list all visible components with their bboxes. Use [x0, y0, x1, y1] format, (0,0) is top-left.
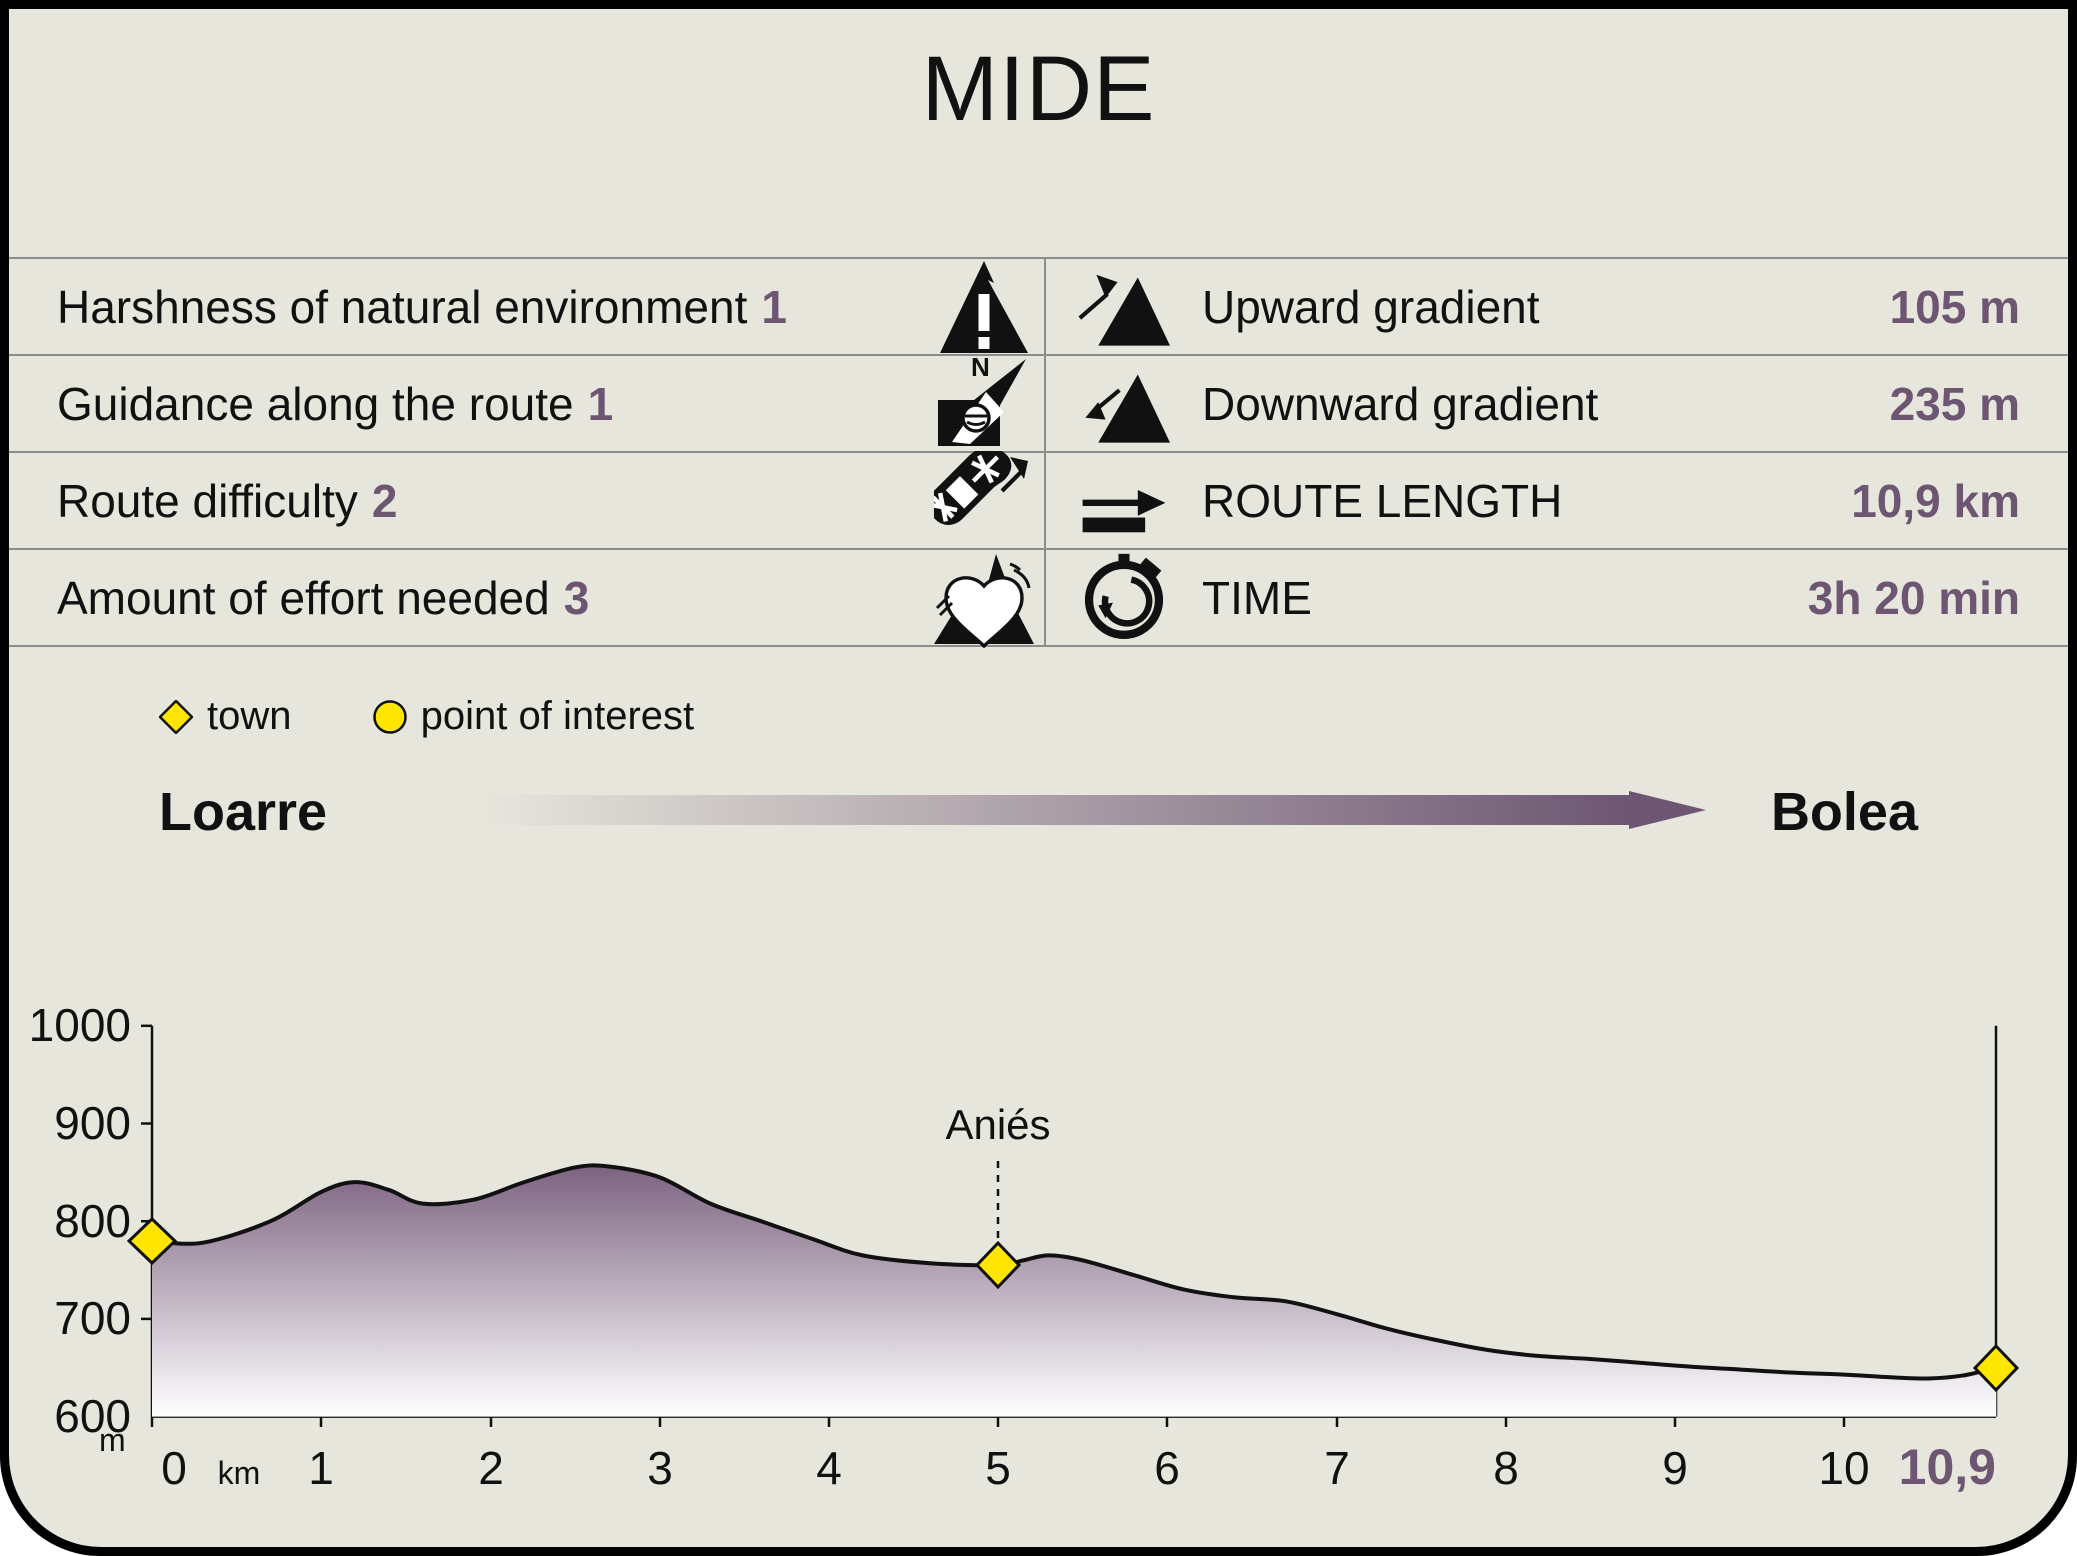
svg-text:9: 9: [1662, 1442, 1688, 1494]
svg-text:10: 10: [1818, 1442, 1869, 1494]
svg-text:Aniés: Aniés: [945, 1101, 1050, 1148]
svg-text:m: m: [99, 1422, 126, 1458]
svg-text:6: 6: [1154, 1442, 1180, 1494]
svg-text:5: 5: [985, 1442, 1011, 1494]
svg-text:1: 1: [308, 1442, 334, 1494]
svg-text:N: N: [971, 354, 990, 382]
svg-text:1000: 1000: [29, 999, 131, 1051]
svg-text:10,9: 10,9: [1899, 1439, 1996, 1495]
svg-text:8: 8: [1493, 1442, 1519, 1494]
svg-text:700: 700: [54, 1292, 131, 1344]
svg-text:3: 3: [647, 1442, 673, 1494]
svg-text:km: km: [218, 1455, 261, 1491]
svg-text:4: 4: [816, 1442, 842, 1494]
svg-text:2: 2: [478, 1442, 504, 1494]
svg-text:900: 900: [54, 1097, 131, 1149]
svg-text:7: 7: [1324, 1442, 1350, 1494]
svg-text:0: 0: [161, 1442, 187, 1494]
svg-text:800: 800: [54, 1195, 131, 1247]
